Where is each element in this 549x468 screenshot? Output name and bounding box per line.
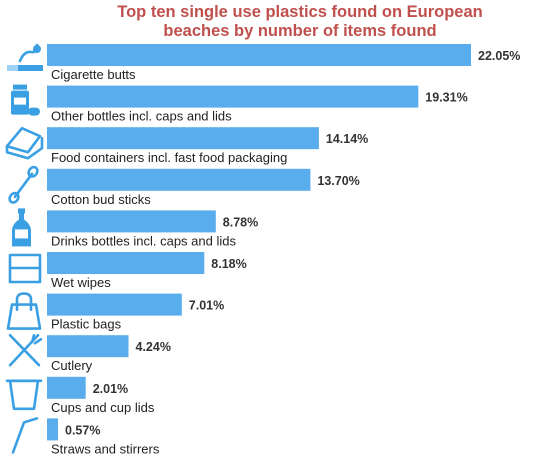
category-label-4: Cotton bud sticks xyxy=(51,192,151,207)
category-label-1: Cigarette butts xyxy=(51,67,136,82)
value-label-6: 8.18% xyxy=(211,257,246,271)
bar-6 xyxy=(47,252,205,274)
value-label-3: 14.14% xyxy=(326,132,368,146)
bar-4 xyxy=(47,168,311,191)
bar-5 xyxy=(47,210,216,233)
cigarette-icon xyxy=(7,43,43,71)
bar-8 xyxy=(47,335,129,358)
bar-7 xyxy=(47,293,182,316)
food-container-icon xyxy=(5,126,44,160)
category-label-9: Cups and cup lids xyxy=(51,400,155,415)
chart-title: Top ten single use plastics found on Eur… xyxy=(60,3,540,41)
medicine-bottle-icon xyxy=(11,84,40,116)
category-label-10: Straws and stirrers xyxy=(51,441,160,456)
bar-2 xyxy=(47,85,419,108)
category-label-5: Drinks bottles incl. caps and lids xyxy=(51,233,236,248)
bar-10 xyxy=(47,418,58,441)
category-label-2: Other bottles incl. caps and lids xyxy=(51,109,232,124)
chart-title-line-2: beaches by number of items found xyxy=(163,22,437,40)
straw-icon xyxy=(11,417,39,454)
bar-3 xyxy=(47,127,319,150)
category-label-7: Plastic bags xyxy=(51,317,122,332)
plastic-bag-icon xyxy=(6,292,42,330)
wet-wipes-icon xyxy=(8,253,42,284)
value-label-4: 13.70% xyxy=(317,174,359,188)
bar-9 xyxy=(47,376,86,399)
value-label-8: 4.24% xyxy=(136,340,171,354)
cotton-bud-icon xyxy=(8,165,39,204)
chart-title-line-1: Top ten single use plastics found on Eur… xyxy=(117,3,483,21)
drink-bottle-icon xyxy=(12,208,31,247)
category-label-6: Wet wipes xyxy=(51,275,111,290)
value-label-10: 0.57% xyxy=(65,423,100,437)
value-label-2: 19.31% xyxy=(425,91,467,105)
value-label-9: 2.01% xyxy=(93,382,128,396)
category-label-3: Food containers incl. fast food packagin… xyxy=(51,150,287,165)
value-label-7: 7.01% xyxy=(189,299,224,313)
category-label-8: Cutlery xyxy=(51,358,93,373)
value-label-5: 8.78% xyxy=(223,215,258,229)
cutlery-icon xyxy=(8,333,43,367)
cup-icon xyxy=(5,379,43,411)
bar-1 xyxy=(47,44,471,66)
value-label-1: 22.05% xyxy=(478,49,520,63)
